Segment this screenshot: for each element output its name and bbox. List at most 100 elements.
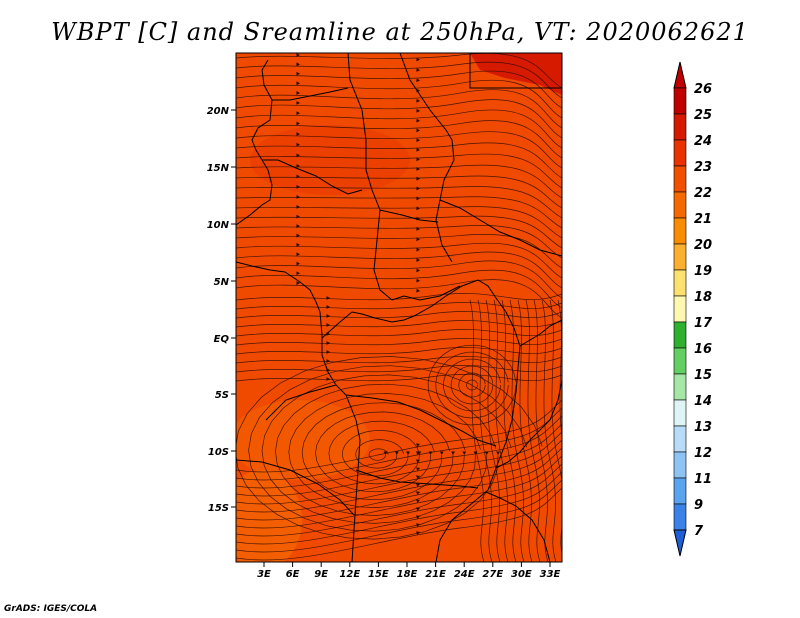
streamline [236, 479, 562, 553]
streamline-arrow [416, 57, 420, 62]
streamline-arrow [296, 91, 300, 95]
colorbar-segment [673, 165, 687, 193]
streamline-arrow [326, 377, 330, 381]
streamline-arrow [296, 224, 300, 229]
streamline-arrow [416, 499, 420, 504]
lon-label: 18E [397, 569, 418, 580]
streamline [275, 383, 497, 516]
plot-title: WBPT [C] and Sreamline at 250hPa, VT: 20… [51, 18, 749, 46]
streamline-arrow [416, 176, 420, 181]
streamline [236, 242, 562, 279]
streamline-arrow [416, 507, 420, 512]
map-frame [235, 52, 563, 563]
streamline-arrow [326, 305, 330, 309]
colorbar-segment [673, 321, 687, 349]
streamline-arrow [451, 451, 455, 455]
streamline [236, 279, 562, 319]
lat-label: 15N [207, 163, 230, 174]
streamline [315, 411, 451, 493]
streamline [236, 70, 562, 109]
streamline [236, 329, 562, 337]
streamline [236, 79, 562, 119]
streamline [236, 320, 562, 328]
streamline [236, 215, 562, 249]
streamline-arrow [296, 153, 300, 158]
streamline-arrow [326, 323, 330, 327]
colorbar: 26 25 24 23 22 21 20 19 18 17 16 15 14 13 12 11 9 7 [673, 61, 713, 557]
colorbar-top-arrow [673, 61, 687, 89]
streamline [236, 463, 562, 537]
streamline [236, 225, 562, 259]
streamline [435, 351, 509, 419]
streamline [236, 206, 562, 239]
colorbar-bottom-arrow [673, 529, 687, 557]
colorbar-segment [673, 373, 687, 401]
streamline-arrow [296, 271, 300, 276]
colorbar-label: 25 [694, 108, 712, 123]
colorbar-segment [673, 503, 687, 531]
streamline [288, 393, 481, 508]
streamline-arrow [416, 108, 420, 113]
streamline [236, 338, 562, 346]
streamline-arrow [416, 491, 420, 496]
streamline [450, 365, 494, 405]
colorbar-label: 7 [694, 524, 704, 539]
colorbar-label: 12 [694, 446, 712, 461]
streamline-arrow [326, 314, 330, 318]
streamline [533, 299, 549, 562]
streamline-arrow [439, 451, 444, 455]
streamline-arrow [416, 459, 420, 464]
streamline [541, 299, 557, 562]
streamline-arrow [296, 53, 300, 57]
streamline [236, 455, 562, 529]
streamline-arrow [416, 166, 420, 171]
streamline-arrow [416, 467, 420, 472]
colorbar-segment [673, 399, 687, 427]
colorbar-label: 22 [694, 186, 712, 201]
streamline [236, 234, 562, 269]
streamline-arrow [296, 205, 300, 209]
lon-label: 24E [454, 569, 475, 580]
streamline [236, 99, 562, 139]
colorbar-segment [673, 425, 687, 453]
streamline-arrow [416, 147, 420, 152]
lon-label: 6E [286, 569, 300, 580]
colorbar-label: 20 [694, 238, 712, 253]
streamline-arrow [296, 252, 300, 257]
colorbar-segment [673, 451, 687, 479]
colorbar-segment [673, 477, 687, 505]
colorbar-label: 11 [694, 472, 712, 487]
lon-label: 15E [368, 569, 389, 580]
streamline-arrow [416, 451, 420, 456]
streamline-arrow [296, 233, 300, 238]
streamline-arrow [416, 258, 420, 262]
streamline-arrow [416, 157, 420, 162]
streamline [236, 109, 562, 149]
streamline [477, 299, 493, 562]
streamline-arrow [296, 242, 300, 247]
streamline-arrow [296, 132, 300, 137]
streamline-arrow [326, 341, 330, 345]
streamline [443, 358, 501, 412]
streamline [236, 399, 562, 473]
streamline [236, 53, 562, 89]
wbpt-patch-south [236, 400, 370, 480]
streamline-arrow [406, 451, 410, 455]
streamline-arrow [462, 451, 467, 455]
streamline-arrow [296, 121, 300, 126]
streamline [236, 356, 562, 364]
streamline [236, 374, 562, 382]
streamline-arrow [296, 214, 300, 219]
colorbar-segment [673, 243, 687, 271]
streamline [236, 439, 562, 513]
streamline-arrow [416, 98, 420, 103]
streamline [236, 302, 562, 310]
streamline-arrow [296, 184, 300, 189]
colorbar-label: 17 [694, 316, 713, 331]
colorbar-segment [673, 87, 687, 115]
lon-label: 33E [540, 569, 561, 580]
streamline-arrow [416, 515, 420, 520]
streamline [261, 374, 512, 524]
country-borders [236, 53, 562, 562]
lon-label: 30E [511, 569, 532, 580]
